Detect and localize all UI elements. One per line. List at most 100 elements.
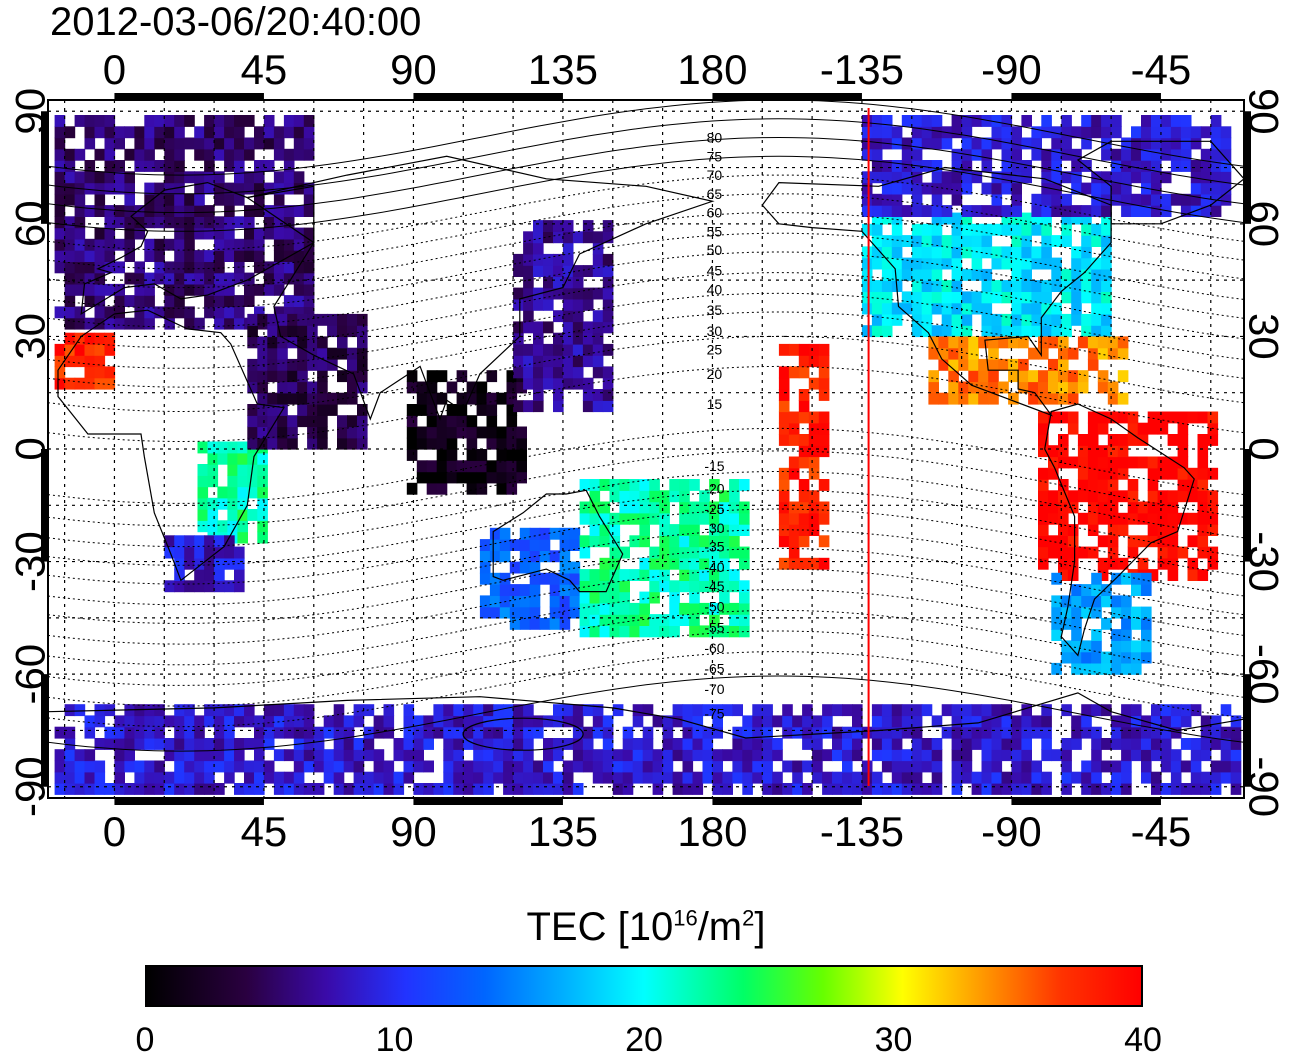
magnetic-pole-contour [462,717,584,751]
frame-bar-right [1244,674,1251,787]
magnetic-latitude-label: 15 [707,396,723,412]
frame-bar-bottom [712,798,862,805]
colorbar-tick-label: 0 [135,1021,155,1059]
magnetic-contour [48,232,1244,309]
magnetic-contour [48,155,1244,232]
lon-tick-label-top: 90 [390,46,437,93]
frame-bar-bottom [413,798,563,805]
tec-region-north-america [861,212,1112,338]
frame-bar-top [413,93,563,100]
tec-region-antarctica [54,704,1242,795]
colorbar-title-unit: /m [697,905,743,949]
lon-tick-label-bottom: -90 [981,808,1042,855]
frame-bar-top [1011,93,1161,100]
lon-tick-label-bottom: 135 [528,808,598,855]
tec-region-south-america-tip [1051,572,1152,675]
magnetic-contour [48,489,1244,566]
timestamp-title: 2012-03-06/20:40:00 [50,0,422,44]
lon-tick-label-top: -90 [981,46,1042,93]
tec-region-middle-asia [247,313,368,450]
lon-tick-label-top: 0 [103,46,126,93]
magnetic-latitude-label: -55 [704,619,724,635]
colorbar-tick-label: 40 [1124,1021,1162,1059]
magnetic-latitude-label: 65 [707,186,723,202]
magnetic-latitude-label: -15 [704,458,724,474]
magnetic-latitude-label: 25 [707,342,723,358]
lon-tick-label-top: 135 [528,46,598,93]
magnetic-latitude-labels: 80 75 70 65 60 55 50 45 40 35 30 25 20 15 -15 -20 -25 -30… [704,130,724,722]
lon-tick-label-top: 180 [677,46,747,93]
magnetic-latitude-label: 35 [707,302,723,318]
axis-tick-labels: 0 0 45 45 90 90 135 135 180 180 -135 -135 -90 -90 -45 -… [7,46,1288,855]
magnetic-contour [48,272,1244,349]
coastline-australia [492,489,624,593]
tec-data-layer [54,115,1242,795]
lat-tick-label-left: 60 [7,200,54,247]
frame-bar-top [114,93,264,100]
magnetic-contour [48,212,1244,289]
magnetic-contour [48,193,1244,270]
magnetic-latitude-label: 20 [707,366,723,382]
colorbar-tick-label: 30 [874,1021,913,1059]
magnetic-contour [48,589,1244,666]
frame-bar-right [1244,449,1251,562]
lon-tick-label-bottom: 0 [103,808,126,855]
tec-region-europe-russia [54,115,315,330]
lat-tick-label-left: -30 [7,531,54,592]
tec-region-australia-east [579,479,750,638]
magnetic-contour [48,470,1244,548]
lat-tick-label-right: -60 [1241,644,1288,705]
magnetic-latitude-label: 30 [707,323,723,339]
colorbar-title: TEC [1016/m2] [0,905,1292,949]
magnetic-latitude-label: 75 [707,148,723,164]
magnetic-latitude-label: -70 [704,681,724,697]
magnetic-contour [48,529,1244,606]
magnetic-latitude-label: -35 [704,539,724,555]
lon-tick-label-bottom: 180 [677,808,747,855]
lon-tick-label-top: -135 [820,46,904,93]
magnetic-contour [48,450,1244,527]
colorbar [145,965,1143,1007]
lat-tick-label-left: 0 [7,437,54,460]
colorbar-title-bracket: ] [754,905,766,949]
magnetic-contour [48,100,1244,176]
coastline-greenland [1076,140,1244,225]
magnetic-contour [48,311,1244,388]
lon-tick-label-top: 45 [241,46,288,93]
magnetic-contour [48,136,1244,214]
magnetic-latitude-label: -75 [704,706,724,722]
lat-tick-label-right: 0 [1241,437,1288,460]
tec-map: 0 0 45 45 90 90 135 135 180 180 -135 -135 -90 -90 -45 -… [7,46,1288,855]
lat-tick-label-left: 90 [7,88,54,135]
magnetic-latitude-label: -50 [704,599,724,615]
magnetic-contour [48,365,1244,443]
lat-tick-label-right: 30 [1241,313,1288,360]
lon-tick-label-top: -45 [1131,46,1192,93]
colorbar-tick-label: 20 [625,1021,663,1059]
magnetic-contour [48,335,1244,413]
colorbar-title-main: TEC [10 [526,905,674,949]
coastline-south-america [1044,403,1195,657]
lon-tick-label-bottom: 45 [241,808,288,855]
magnetic-latitude-label: 40 [707,282,723,298]
magnetic-contour [48,292,1244,369]
magnetic-latitude-label: 55 [707,223,723,239]
magnetic-contour [48,251,1244,328]
tec-region-south-america [1038,411,1219,581]
lat-tick-label-right: -90 [1241,756,1288,817]
colorbar-tick-label: 10 [375,1021,414,1059]
magnetic-latitude-contours [48,100,1244,752]
lat-tick-label-left: -60 [7,644,54,705]
magnetic-latitude-label: 50 [707,242,723,258]
magnetic-contour [48,427,1244,504]
frame-bar-left [41,674,48,787]
magnetic-latitude-label: 45 [707,263,723,279]
magnetic-latitude-label: 70 [707,167,723,183]
frame-bar-bottom [114,798,264,805]
magnetic-contour [48,174,1244,251]
magnetic-contour [48,568,1244,645]
magnetic-latitude-label: -25 [704,501,724,517]
tec-region-north-africa-west [54,332,116,390]
magnetic-latitude-label: -65 [704,661,724,677]
frame-bar-left [41,111,48,224]
